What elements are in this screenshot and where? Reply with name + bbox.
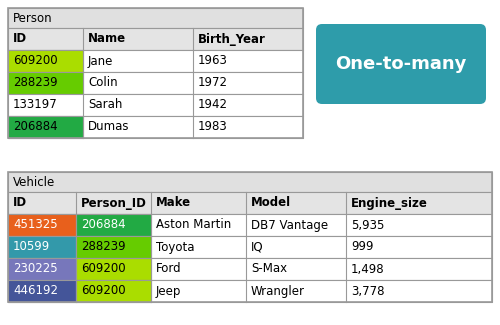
Bar bbox=[8, 94, 303, 116]
Bar bbox=[8, 236, 492, 258]
Text: 133197: 133197 bbox=[13, 98, 58, 111]
Text: 288239: 288239 bbox=[81, 240, 126, 254]
Text: Dumas: Dumas bbox=[88, 121, 130, 134]
Bar bbox=[8, 280, 76, 302]
Text: Engine_size: Engine_size bbox=[351, 197, 428, 210]
Bar bbox=[8, 8, 303, 28]
Bar bbox=[8, 280, 492, 302]
Bar bbox=[8, 116, 303, 138]
Text: 1,498: 1,498 bbox=[351, 263, 384, 276]
Text: Aston Martin: Aston Martin bbox=[156, 218, 231, 231]
Bar bbox=[8, 72, 303, 94]
Text: ID: ID bbox=[13, 32, 27, 46]
Text: Person: Person bbox=[13, 11, 52, 24]
Text: 206884: 206884 bbox=[81, 218, 126, 231]
Bar bbox=[76, 258, 151, 280]
Text: 1942: 1942 bbox=[198, 98, 228, 111]
Text: Birth_Year: Birth_Year bbox=[198, 32, 266, 46]
Bar bbox=[8, 172, 492, 302]
Text: Vehicle: Vehicle bbox=[13, 176, 55, 188]
Bar bbox=[8, 192, 492, 214]
Bar bbox=[8, 214, 492, 236]
Text: 451325: 451325 bbox=[13, 218, 58, 231]
Bar bbox=[8, 214, 76, 236]
Text: ID: ID bbox=[13, 197, 27, 210]
Bar bbox=[8, 72, 83, 94]
Text: Toyota: Toyota bbox=[156, 240, 194, 254]
Text: DB7 Vantage: DB7 Vantage bbox=[251, 218, 328, 231]
Bar bbox=[8, 172, 492, 192]
Bar bbox=[8, 116, 83, 138]
Text: S-Max: S-Max bbox=[251, 263, 287, 276]
Bar bbox=[8, 50, 83, 72]
Text: 609200: 609200 bbox=[81, 263, 126, 276]
Bar bbox=[8, 8, 303, 138]
Text: Jeep: Jeep bbox=[156, 284, 182, 297]
Bar bbox=[8, 28, 303, 50]
Text: 999: 999 bbox=[351, 240, 374, 254]
Text: One-to-many: One-to-many bbox=[336, 55, 466, 73]
FancyBboxPatch shape bbox=[316, 24, 486, 104]
Text: Wrangler: Wrangler bbox=[251, 284, 305, 297]
Text: Model: Model bbox=[251, 197, 291, 210]
Bar bbox=[76, 236, 151, 258]
Text: 3,778: 3,778 bbox=[351, 284, 384, 297]
Text: Make: Make bbox=[156, 197, 191, 210]
Bar bbox=[8, 50, 303, 72]
Text: 1963: 1963 bbox=[198, 55, 228, 68]
Text: 5,935: 5,935 bbox=[351, 218, 384, 231]
Text: 609200: 609200 bbox=[13, 55, 58, 68]
Bar bbox=[8, 258, 492, 280]
Text: Ford: Ford bbox=[156, 263, 182, 276]
Text: Jane: Jane bbox=[88, 55, 114, 68]
Text: 206884: 206884 bbox=[13, 121, 58, 134]
Text: IQ: IQ bbox=[251, 240, 264, 254]
Bar bbox=[76, 280, 151, 302]
Text: 230225: 230225 bbox=[13, 263, 58, 276]
Bar bbox=[8, 236, 76, 258]
Text: 1972: 1972 bbox=[198, 76, 228, 89]
Bar bbox=[8, 258, 76, 280]
Text: 609200: 609200 bbox=[81, 284, 126, 297]
Text: 1983: 1983 bbox=[198, 121, 228, 134]
Text: 446192: 446192 bbox=[13, 284, 58, 297]
Text: 288239: 288239 bbox=[13, 76, 58, 89]
Text: Colin: Colin bbox=[88, 76, 118, 89]
Text: Name: Name bbox=[88, 32, 126, 46]
Text: Sarah: Sarah bbox=[88, 98, 122, 111]
Text: 10599: 10599 bbox=[13, 240, 50, 254]
Text: Person_ID: Person_ID bbox=[81, 197, 147, 210]
Bar bbox=[76, 214, 151, 236]
